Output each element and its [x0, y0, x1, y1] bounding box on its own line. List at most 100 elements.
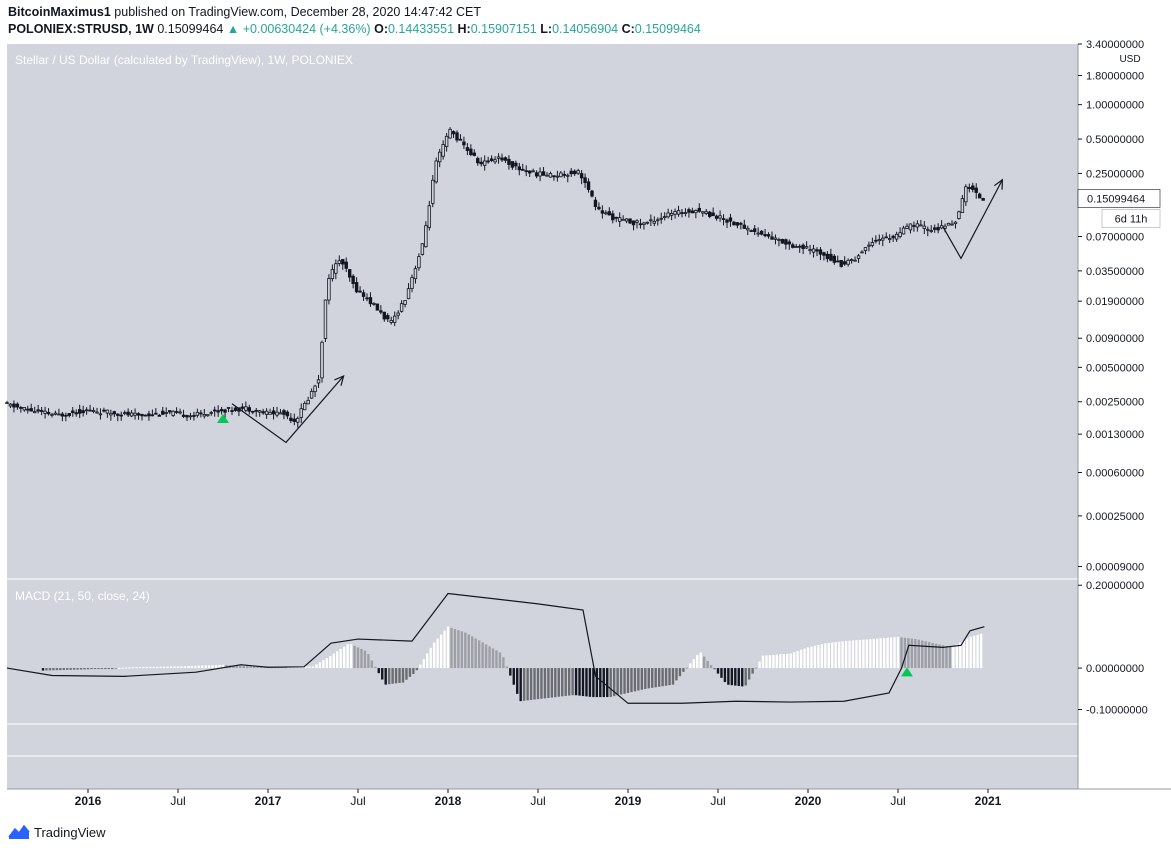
candle-body: [586, 181, 591, 190]
candle: [5, 400, 9, 405]
candle-body: [524, 170, 528, 173]
candle-body: [905, 225, 909, 229]
candle-body: [967, 187, 972, 190]
macd-bar: [207, 665, 211, 669]
candle: [465, 143, 470, 156]
candle-body: [375, 303, 380, 311]
macd-bar: [567, 668, 571, 696]
candle: [476, 156, 480, 166]
candle: [240, 403, 245, 411]
macd-bar: [329, 656, 332, 669]
macd-bar: [100, 668, 104, 670]
macd-bar: [709, 665, 713, 669]
macd-bar: [966, 638, 969, 669]
macd-bar: [107, 668, 110, 670]
symbol-label: POLONIEX:STRUSD, 1W: [8, 22, 154, 36]
macd-bar: [723, 668, 727, 683]
candle-body: [656, 219, 660, 222]
candle-body: [185, 415, 189, 418]
macd-bar: [436, 638, 439, 669]
macd-bar: [117, 667, 121, 669]
candle-body: [43, 410, 47, 414]
candle-body: [953, 221, 958, 225]
macd-bar: [142, 667, 145, 669]
candle: [372, 302, 376, 306]
candle: [572, 169, 577, 176]
candle: [116, 413, 120, 422]
macd-bar: [543, 668, 547, 699]
macd-bar: [204, 665, 207, 669]
candle: [427, 200, 432, 231]
candle: [77, 404, 82, 419]
candle: [230, 406, 234, 416]
candle: [264, 408, 269, 419]
candle-body: [36, 409, 40, 412]
candle: [81, 405, 85, 417]
candle-body: [420, 243, 425, 255]
candle-body: [212, 409, 217, 412]
macd-bar: [806, 647, 810, 669]
candle-body: [559, 172, 563, 178]
macd-bar: [581, 668, 585, 697]
candle: [154, 408, 158, 415]
candle: [410, 274, 414, 293]
macd-bar: [491, 648, 495, 669]
candle-body: [282, 410, 286, 415]
candle: [458, 134, 463, 141]
candle-body: [351, 275, 355, 284]
candle-body: [150, 414, 155, 417]
candle-body: [645, 221, 650, 224]
candle: [704, 209, 708, 216]
macd-bar: [574, 668, 578, 696]
candle-body: [202, 414, 207, 417]
candle: [635, 219, 639, 229]
macd-bar: [578, 668, 581, 696]
candle-body: [697, 207, 702, 212]
candle-body: [829, 253, 833, 261]
candle-body: [846, 259, 850, 265]
macd-bar: [342, 646, 346, 669]
candle: [794, 244, 798, 248]
macd-bar: [526, 668, 529, 701]
author-name[interactable]: BitcoinMaximus1: [8, 5, 111, 19]
candle-body: [881, 237, 885, 241]
macd-bar: [675, 668, 678, 681]
macd-bar: [453, 629, 457, 669]
candle: [133, 408, 137, 420]
candle: [451, 130, 456, 138]
candle: [614, 216, 618, 223]
candle: [285, 410, 290, 420]
candle: [919, 219, 923, 227]
candle-body: [739, 222, 743, 225]
macd-bar: [882, 638, 886, 669]
tradingview-brand[interactable]: TradingView: [8, 824, 106, 840]
candle-body: [39, 410, 44, 412]
candle: [67, 412, 72, 418]
candle: [219, 406, 224, 415]
macd-bar: [616, 668, 619, 696]
candle-body: [462, 141, 466, 146]
candles: [5, 127, 985, 428]
candle-body: [465, 147, 470, 151]
close-label: C:: [621, 22, 635, 36]
candle: [797, 244, 802, 253]
candle: [472, 149, 477, 157]
candle: [676, 205, 681, 217]
candle: [192, 411, 196, 421]
candle: [129, 410, 134, 418]
macd-bar: [173, 666, 176, 669]
macd-bar: [432, 642, 436, 669]
candle-body: [728, 217, 733, 222]
candle: [583, 173, 587, 188]
price-tick-label: 0.25000000: [1086, 168, 1144, 180]
price-tick-label: 0.50000000: [1086, 134, 1144, 146]
candle: [694, 209, 698, 219]
macd-bar: [159, 666, 162, 669]
candle: [188, 412, 193, 420]
candle-body: [382, 311, 387, 320]
time-tick-label: Jul: [530, 794, 545, 808]
price-value: 0.15099464: [157, 22, 224, 36]
macd-bar: [789, 653, 792, 669]
candle: [469, 144, 473, 157]
